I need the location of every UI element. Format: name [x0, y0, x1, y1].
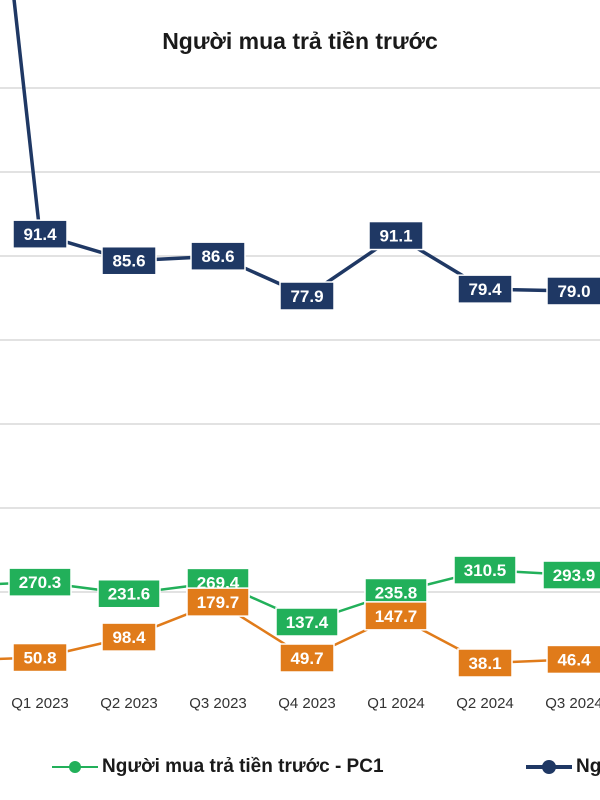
data-label: 293.9 — [553, 566, 596, 585]
legend-label: Người mua trả tiền trước - PC1 — [102, 756, 384, 777]
x-tick-label: Q2 2024 — [456, 695, 514, 712]
data-label: 137.4 — [286, 613, 329, 632]
data-label-box — [190, 241, 246, 271]
data-label-box — [12, 219, 68, 249]
data-label: 46.4 — [557, 650, 591, 669]
data-label: 79.4 — [468, 280, 502, 299]
data-label-box — [457, 274, 513, 304]
data-label: 310.5 — [464, 561, 507, 580]
legend-item-navy: Ng — [526, 755, 600, 779]
data-label-box — [8, 567, 72, 597]
data-label-box — [453, 555, 517, 585]
data-label-box — [546, 644, 600, 675]
x-tick-label: Q2 2023 — [100, 695, 158, 712]
data-label-box — [12, 642, 68, 673]
legend-item-pc1: Người mua trả tiền trước - PC1 — [52, 755, 384, 779]
data-label: 49.7 — [290, 649, 323, 668]
data-label-box — [275, 607, 339, 637]
data-label: 85.6 — [112, 252, 145, 271]
data-label-box — [101, 622, 157, 652]
x-tick-label: Q4 2023 — [278, 695, 336, 712]
legend-marker — [52, 755, 98, 779]
data-label: 270.3 — [19, 573, 62, 592]
data-label: 79.0 — [557, 282, 590, 301]
chart-title: Người mua trả tiền trước — [162, 28, 438, 54]
data-label-box — [97, 578, 161, 609]
data-label-box — [364, 601, 428, 631]
data-label: 91.1 — [379, 227, 412, 246]
x-tick-label: Q1 2024 — [367, 695, 425, 712]
data-label-box — [186, 587, 250, 617]
data-label: 86.6 — [201, 247, 234, 266]
data-label: 231.6 — [108, 585, 151, 604]
data-label-box — [542, 560, 600, 590]
x-tick-label: Q1 2023 — [11, 695, 69, 712]
series-line-navy — [12, 0, 600, 298]
legend-label: Ng — [576, 756, 600, 777]
data-label-box — [368, 220, 424, 251]
data-label: 147.7 — [375, 607, 418, 626]
data-label: 98.4 — [112, 628, 146, 647]
data-label-box — [101, 245, 157, 276]
legend-marker — [526, 755, 572, 779]
x-tick-label: Q3 2023 — [189, 695, 247, 712]
data-label: 91.4 — [23, 225, 57, 244]
data-label-box — [457, 648, 513, 678]
x-tick-label: Q3 2024 — [545, 695, 600, 712]
data-label: 179.7 — [197, 593, 240, 612]
data-label: 77.9 — [290, 287, 323, 306]
data-label-box — [546, 276, 600, 306]
data-label: 235.8 — [375, 583, 418, 602]
data-label-box — [279, 643, 335, 673]
data-label: 38.1 — [468, 654, 501, 673]
data-label: 50.8 — [23, 649, 56, 668]
data-label-box — [279, 281, 335, 311]
